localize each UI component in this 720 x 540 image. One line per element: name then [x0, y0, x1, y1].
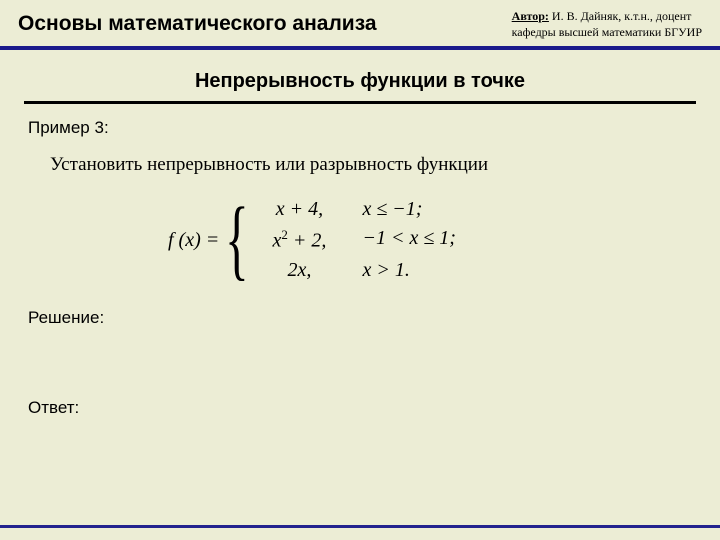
case-cond: −1 < x ≤ 1;: [362, 227, 492, 253]
topic-heading: Непрерывность функции в точке: [195, 70, 525, 93]
case-expr: x2 + 2,: [254, 227, 344, 253]
author-label: Автор:: [512, 9, 549, 23]
formula-cases: x + 4, x ≤ −1; x2 + 2, −1 < x ≤ 1; 2x, x…: [254, 198, 492, 282]
case-expr: 2x,: [254, 259, 344, 282]
slide-content: Пример 3: Установить непрерывность или р…: [0, 104, 720, 418]
author-block: Автор: И. В. Дайняк, к.т.н., доцент кафе…: [512, 8, 702, 40]
answer-label: Ответ:: [28, 398, 692, 418]
case-cond: x > 1.: [362, 259, 492, 282]
slide-header: Основы математического анализа Автор: И.…: [0, 0, 720, 50]
piecewise-formula: f (x) = { x + 4, x ≤ −1; x2 + 2, −1 < x …: [168, 198, 692, 282]
topic-heading-wrap: Непрерывность функции в точке: [0, 50, 720, 97]
footer-rule: [0, 525, 720, 528]
left-brace-icon: {: [225, 204, 249, 276]
solution-label: Решение:: [28, 308, 692, 328]
task-text: Установить непрерывность или разрывность…: [50, 154, 692, 176]
author-affiliation: кафедры высшей математики БГУИР: [512, 25, 702, 39]
case-cond: x ≤ −1;: [362, 198, 492, 221]
example-label: Пример 3:: [28, 118, 692, 138]
author-name: И. В. Дайняк, к.т.н., доцент: [549, 9, 692, 23]
course-title: Основы математического анализа: [18, 12, 377, 36]
formula-lhs: f (x) =: [168, 229, 219, 252]
case-expr: x + 4,: [254, 198, 344, 221]
